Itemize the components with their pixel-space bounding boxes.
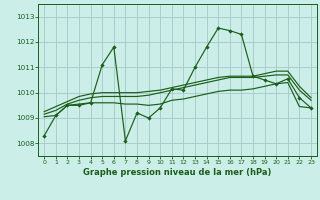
X-axis label: Graphe pression niveau de la mer (hPa): Graphe pression niveau de la mer (hPa) bbox=[84, 168, 272, 177]
